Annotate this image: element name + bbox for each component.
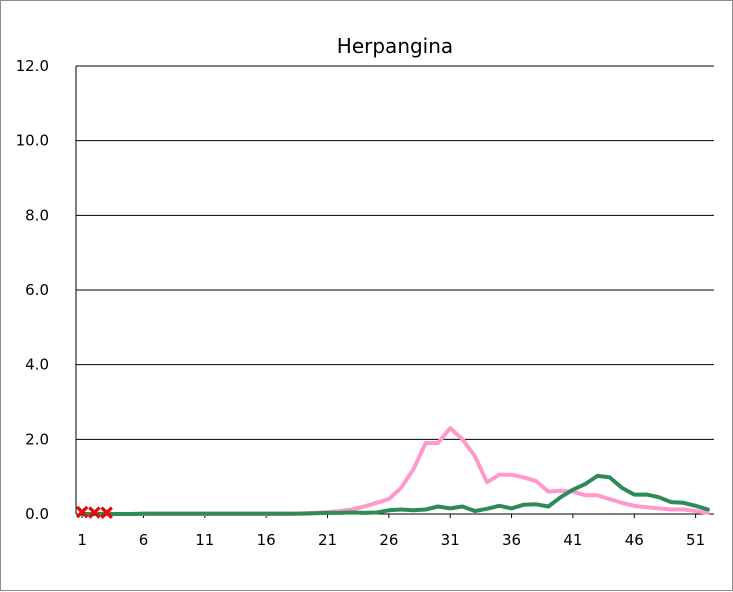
x-tick-label: 26 xyxy=(379,531,398,549)
x-tick-label: 21 xyxy=(318,531,337,549)
x-tick-label: 1 xyxy=(77,531,87,549)
series-layer xyxy=(76,426,710,519)
marker-stroke xyxy=(100,506,113,519)
series-marker xyxy=(88,506,101,519)
y-tick-label: 0.0 xyxy=(25,505,49,523)
marker-stroke xyxy=(88,506,101,519)
x-tick-label: 16 xyxy=(257,531,276,549)
y-tick-label: 6.0 xyxy=(25,281,49,299)
y-tick-label: 2.0 xyxy=(25,430,49,448)
y-tick-label: 12.0 xyxy=(16,57,49,75)
y-tick-label: 10.0 xyxy=(16,132,49,150)
x-tick-label: 41 xyxy=(563,531,582,549)
x-tick-label: 51 xyxy=(686,531,705,549)
x-tick-label: 46 xyxy=(625,531,644,549)
x-tick-label: 11 xyxy=(195,531,214,549)
grid-lines xyxy=(76,65,714,440)
y-tick-label: 8.0 xyxy=(25,206,49,224)
x-tick-labels: 1 6 11 16 21 26 31 36 41 46 51 xyxy=(77,514,705,549)
x-tick-label: 31 xyxy=(441,531,460,549)
y-tick-labels: 0.0 2.0 4.0 6.0 8.0 10.0 12.0 xyxy=(16,57,49,523)
marker-stroke xyxy=(76,505,89,518)
series-marker xyxy=(76,505,89,518)
chart-title: Herpangina xyxy=(337,34,453,58)
x-tick-label: 36 xyxy=(502,531,521,549)
x-tick-label: 6 xyxy=(139,531,149,549)
y-tick-label: 4.0 xyxy=(25,356,49,374)
series-line-2 xyxy=(80,473,710,516)
series-marker xyxy=(100,506,113,519)
